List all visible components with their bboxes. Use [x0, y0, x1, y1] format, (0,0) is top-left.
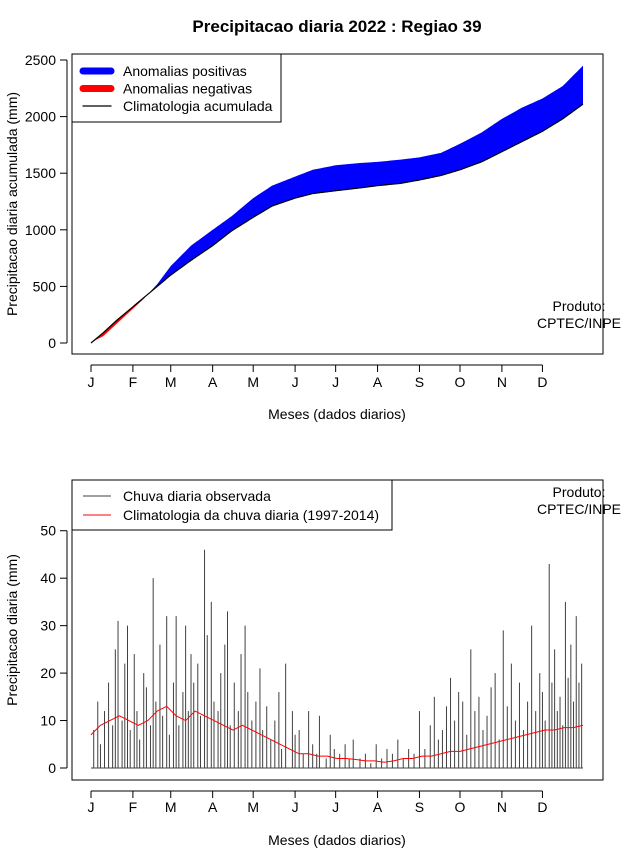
- legend-entry: Chuva diaria observada: [123, 488, 271, 504]
- x-tick-label: M: [165, 374, 177, 390]
- x-tick-label: M: [247, 374, 259, 390]
- y-tick-label: 20: [40, 665, 56, 681]
- x-tick-label: J: [332, 374, 339, 390]
- y-tick-label: 1000: [25, 222, 56, 238]
- legend-entry: Anomalias negativas: [123, 81, 252, 97]
- daily-precipitation-chart: J F M A M J J A S O N D Meses (dados diarios) 0 10 20 30…: [4, 479, 621, 848]
- climatology-cumulative-line: [90, 103, 584, 344]
- x-tick-label: M: [165, 799, 177, 815]
- x-axis-label: Meses (dados diarios): [268, 406, 406, 422]
- product-note-line: Produto:: [553, 484, 606, 500]
- legend-entry: Anomalias positivas: [123, 63, 247, 79]
- x-tick-label: D: [537, 374, 547, 390]
- x-tick-label: J: [88, 799, 95, 815]
- x-tick-label: S: [415, 374, 424, 390]
- x-tick-label: J: [332, 799, 339, 815]
- x-tick-label: A: [373, 374, 383, 390]
- y-tick-label: 40: [40, 570, 56, 586]
- legend: Chuva diaria observada Climatologia da ch…: [71, 479, 393, 531]
- x-tick-label: N: [497, 799, 507, 815]
- product-note-line: CPTEC/INPE: [537, 315, 621, 331]
- x-tick-label: M: [247, 799, 259, 815]
- x-tick-label: N: [497, 374, 507, 390]
- y-tick-label: 0: [48, 335, 56, 351]
- x-tick-label: J: [88, 374, 95, 390]
- cumulative-precipitation-chart: J F M A M J J A S O N D Meses (dados diarios) 0 500 100…: [4, 52, 621, 422]
- product-note-line: Produto:: [553, 298, 606, 314]
- y-tick-label: 0: [48, 760, 56, 776]
- x-tick-label: O: [455, 374, 466, 390]
- x-tick-label: S: [415, 799, 424, 815]
- legend-box: [71, 479, 393, 531]
- y-axis-label: Precipitacao diaria (mm): [4, 554, 20, 706]
- climatology-daily-line: [90, 705, 584, 763]
- legend-entry: Climatologia da chuva diaria (1997-2014): [123, 507, 379, 523]
- x-tick-label: F: [129, 374, 138, 390]
- x-tick-label: J: [292, 799, 299, 815]
- y-tick-label: 10: [40, 713, 56, 729]
- legend: Anomalias positivas Anomalias negativasCl…: [71, 53, 282, 123]
- x-tick-label: J: [292, 374, 299, 390]
- y-tick-label: 2500: [25, 52, 56, 68]
- product-note-line: CPTEC/INPE: [537, 501, 621, 517]
- x-tick-label: D: [537, 799, 547, 815]
- y-tick-label: 500: [33, 278, 57, 294]
- x-tick-label: A: [208, 799, 218, 815]
- y-tick-label: 50: [40, 523, 56, 539]
- y-tick-label: 30: [40, 618, 56, 634]
- x-axis-label: Meses (dados diarios): [268, 832, 406, 848]
- x-tick-label: A: [373, 799, 383, 815]
- y-tick-label: 2000: [25, 109, 56, 125]
- x-tick-label: A: [208, 374, 218, 390]
- y-axis-label: Precipitacao diaria acumulada (mm): [4, 92, 20, 316]
- x-tick-label: O: [455, 799, 466, 815]
- x-tick-label: F: [129, 799, 138, 815]
- legend-entry: Climatologia acumulada: [123, 98, 273, 114]
- figure-title: Precipitacao diaria 2022 : Regiao 39: [192, 17, 481, 36]
- y-tick-label: 1500: [25, 165, 56, 181]
- plot-frame: [71, 53, 604, 355]
